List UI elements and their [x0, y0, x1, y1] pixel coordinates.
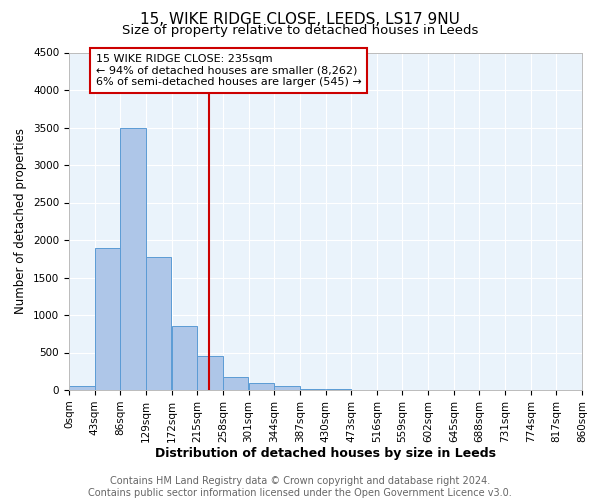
Bar — [300, 388, 325, 390]
Bar — [121, 128, 146, 390]
X-axis label: Distribution of detached houses by size in Leeds: Distribution of detached houses by size … — [155, 448, 496, 460]
Y-axis label: Number of detached properties: Number of detached properties — [14, 128, 28, 314]
Text: Contains HM Land Registry data © Crown copyright and database right 2024.
Contai: Contains HM Land Registry data © Crown c… — [88, 476, 512, 498]
Bar — [172, 326, 197, 390]
Bar — [223, 377, 248, 390]
Text: 15, WIKE RIDGE CLOSE, LEEDS, LS17 9NU: 15, WIKE RIDGE CLOSE, LEEDS, LS17 9NU — [140, 12, 460, 28]
Bar — [69, 386, 95, 390]
Bar — [146, 256, 172, 390]
Text: Size of property relative to detached houses in Leeds: Size of property relative to detached ho… — [122, 24, 478, 37]
Bar — [326, 389, 351, 390]
Bar — [274, 386, 300, 390]
Bar — [95, 248, 120, 390]
Bar — [197, 356, 223, 390]
Text: 15 WIKE RIDGE CLOSE: 235sqm
← 94% of detached houses are smaller (8,262)
6% of s: 15 WIKE RIDGE CLOSE: 235sqm ← 94% of det… — [96, 54, 362, 87]
Bar — [248, 383, 274, 390]
